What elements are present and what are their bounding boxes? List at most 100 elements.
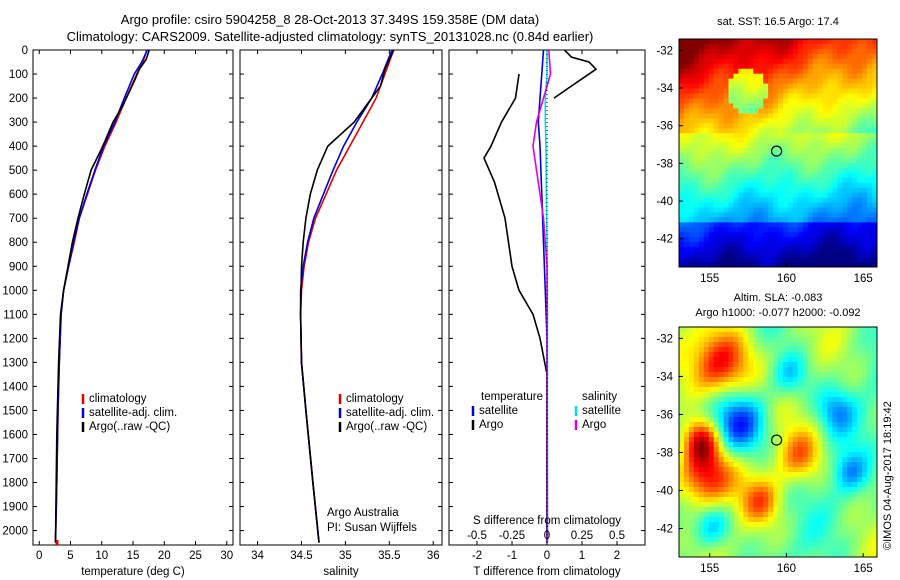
map-cell (817, 392, 824, 398)
map-cell (753, 252, 759, 258)
map-cell (867, 247, 873, 253)
map-cell (718, 422, 725, 428)
map-cell (847, 382, 853, 388)
map-cell (852, 247, 858, 253)
map-cell (763, 143, 769, 149)
map-cell (782, 237, 789, 243)
map-cell (733, 48, 739, 55)
map-cell (832, 387, 838, 393)
map-cell (837, 148, 843, 154)
map-cell (728, 332, 735, 338)
map-cell (763, 103, 769, 109)
map-cell (842, 252, 848, 258)
map-cell (827, 447, 834, 453)
map-cell (768, 73, 774, 80)
map-cell (738, 83, 744, 90)
map-cell (753, 457, 759, 463)
map-cell (802, 118, 809, 124)
map-cell (679, 237, 685, 243)
map-cell (847, 98, 853, 105)
map-cell (738, 507, 744, 513)
map-cell (797, 187, 804, 194)
map-cell (683, 367, 690, 373)
map-cell (713, 148, 720, 154)
map-cell (832, 58, 838, 65)
map-cell (842, 512, 848, 518)
map-cell (718, 242, 725, 248)
map-cell (778, 492, 784, 498)
map-cell (867, 83, 873, 90)
map-cell (723, 542, 730, 548)
map-cell (743, 192, 749, 199)
map-cell (718, 68, 725, 75)
map-cell (698, 148, 705, 154)
map-cell (862, 157, 868, 164)
map-cell (802, 377, 809, 383)
map-cell (837, 118, 843, 124)
map-cell (693, 217, 700, 223)
map-cell (688, 98, 695, 105)
map-cell (743, 237, 749, 243)
map-cell (768, 68, 774, 75)
map-cell (743, 187, 749, 194)
map-cell (763, 43, 769, 50)
map-cell (679, 402, 685, 408)
x-tick-label: 35.5 (378, 550, 400, 562)
map-cell (748, 58, 754, 65)
map-cell (753, 58, 759, 65)
map-cell (797, 357, 804, 363)
map-cell (773, 68, 779, 75)
map-cell (708, 487, 715, 493)
map-cell (698, 472, 705, 478)
map-cell (817, 88, 824, 95)
map-cell (842, 63, 848, 70)
lon-tick-label: 160 (777, 273, 796, 285)
map-cell (847, 78, 853, 85)
map-cell (837, 197, 843, 204)
map-cell (862, 372, 868, 378)
map-cell (807, 262, 814, 267)
map-cell (703, 167, 710, 174)
map-cell (679, 197, 685, 204)
map-cell (832, 63, 838, 70)
map-cell (723, 462, 730, 468)
map-cell (862, 332, 868, 338)
map-cell (723, 502, 730, 508)
map-cell (867, 167, 873, 174)
map-cell (748, 347, 754, 353)
map-cell (822, 98, 829, 105)
map-cell (713, 502, 720, 508)
map-cell (748, 217, 754, 223)
map-cell (837, 407, 843, 413)
map-cell (842, 367, 848, 373)
map-cell (802, 527, 809, 533)
map-cell (723, 212, 730, 219)
map-cell (723, 522, 730, 528)
map-cell (733, 447, 739, 453)
map-cell (718, 182, 725, 189)
map-cell (807, 108, 814, 114)
map-cell (867, 497, 873, 503)
map-cell (792, 123, 799, 129)
map-cell (827, 148, 834, 154)
map-cell (718, 247, 725, 253)
map-cell (768, 83, 774, 90)
map-cell (768, 192, 774, 199)
map-cell (857, 462, 863, 468)
map-cell (797, 247, 804, 253)
map-cell (748, 352, 754, 358)
map-cell (847, 462, 853, 468)
map-cell (837, 547, 843, 553)
map-cell (807, 133, 814, 139)
map-cell (837, 262, 843, 267)
map-cell (743, 527, 749, 533)
map-cell (688, 242, 695, 248)
map-cell (827, 497, 834, 503)
map-cell (837, 342, 843, 348)
map-cell (723, 88, 730, 95)
map-cell (713, 103, 720, 109)
map-cell (703, 452, 710, 458)
map-cell (782, 143, 789, 149)
map-cell (852, 58, 858, 65)
map-cell (698, 247, 705, 253)
